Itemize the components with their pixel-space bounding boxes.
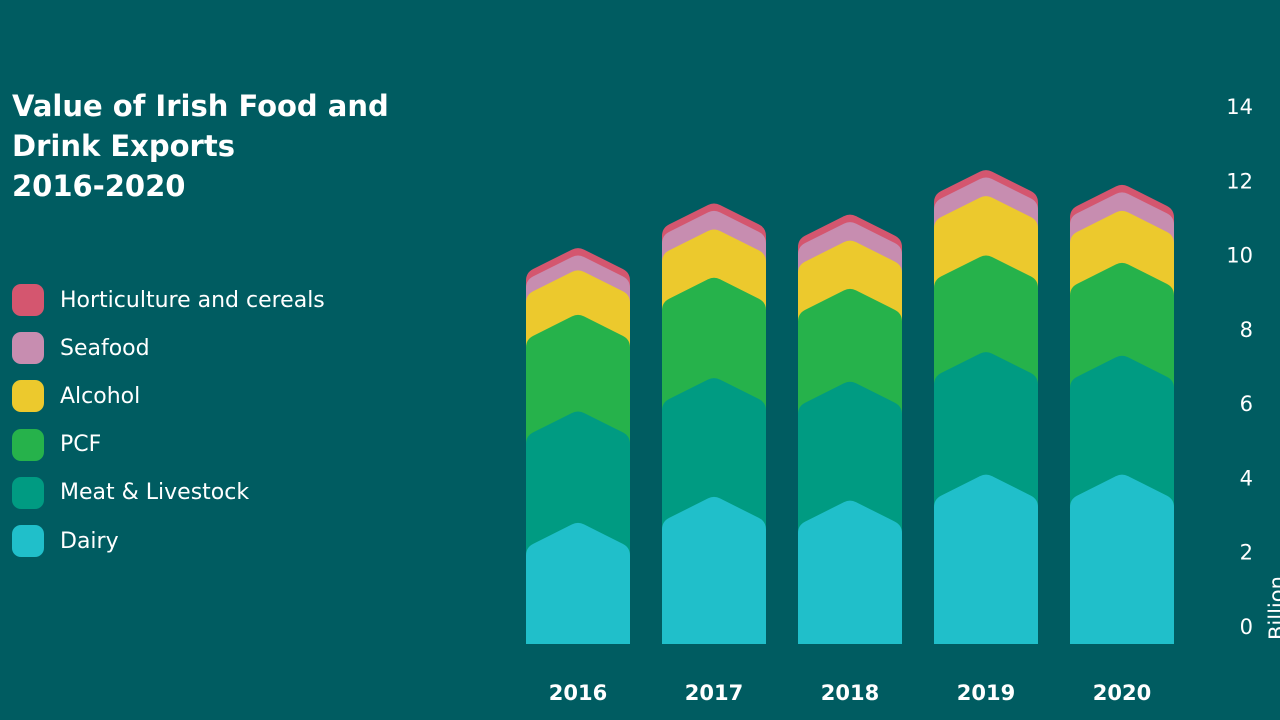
legend-swatch-dairy bbox=[12, 525, 44, 558]
bar-segment-2016-dairy bbox=[526, 522, 630, 644]
legend: Horticulture and cereals Seafood Alcohol PC… bbox=[12, 276, 325, 565]
bar-2019 bbox=[934, 170, 1038, 645]
legend-swatch-alcohol bbox=[12, 380, 44, 413]
legend-swatch-seafood bbox=[12, 332, 44, 365]
legend-swatch-pcf bbox=[12, 428, 44, 461]
bars bbox=[526, 170, 1174, 645]
y-axis-unit-label: Billion bbox=[1265, 576, 1280, 640]
legend-label-seafood: Seafood bbox=[60, 335, 150, 361]
legend-label-pcf: PCF bbox=[60, 432, 102, 458]
legend-label-meat-and-livestock: Meat & Livestock bbox=[60, 480, 250, 506]
bar-2018 bbox=[798, 214, 902, 645]
legend-item-seafood: Seafood bbox=[12, 324, 325, 372]
y-tick-label-2: 2 bbox=[1240, 541, 1253, 565]
x-tick-label-2019: 2019 bbox=[957, 681, 1015, 705]
y-tick-label-10: 10 bbox=[1226, 244, 1253, 268]
y-tick-label-6: 6 bbox=[1240, 392, 1253, 416]
x-tick-label-2018: 2018 bbox=[821, 681, 879, 705]
y-tick-label-0: 0 bbox=[1240, 615, 1253, 639]
legend-item-dairy: Dairy bbox=[12, 517, 325, 565]
legend-item-horticulture-and-cereals: Horticulture and cereals bbox=[12, 276, 325, 324]
chart-title-line-3: 2016-2020 bbox=[12, 169, 186, 203]
bar-segment-2018-dairy bbox=[798, 500, 902, 644]
x-tick-label-2017: 2017 bbox=[685, 681, 743, 705]
y-tick-label-14: 14 bbox=[1226, 95, 1253, 119]
chart-title-line-2: Drink Exports bbox=[12, 129, 235, 163]
bar-2016 bbox=[526, 248, 630, 645]
bar-2017 bbox=[662, 203, 766, 644]
chart-title: Value of Irish Food and Drink Exports 20… bbox=[12, 86, 432, 206]
bar-segment-2020-dairy bbox=[1070, 474, 1174, 644]
legend-swatch-meat-and-livestock bbox=[12, 476, 44, 509]
legend-item-meat-and-livestock: Meat & Livestock bbox=[12, 469, 325, 517]
bar-segment-2019-dairy bbox=[934, 474, 1038, 644]
legend-swatch-horticulture-and-cereals bbox=[12, 284, 44, 317]
legend-label-horticulture-and-cereals: Horticulture and cereals bbox=[60, 287, 325, 313]
legend-label-alcohol: Alcohol bbox=[60, 383, 141, 409]
y-tick-label-8: 8 bbox=[1240, 318, 1253, 342]
bar-2020 bbox=[1070, 184, 1174, 644]
legend-item-pcf: PCF bbox=[12, 421, 325, 469]
legend-item-alcohol: Alcohol bbox=[12, 372, 325, 420]
y-tick-label-4: 4 bbox=[1240, 466, 1253, 490]
axis-labels: 0 2 4 6 8 10 12 14 Billion 2016 2017 2018 2019 2020 bbox=[549, 95, 1280, 705]
bar-segment-2017-dairy bbox=[662, 496, 766, 644]
y-tick-label-12: 12 bbox=[1226, 169, 1253, 193]
x-tick-label-2020: 2020 bbox=[1093, 681, 1151, 705]
x-tick-label-2016: 2016 bbox=[549, 681, 607, 705]
legend-label-dairy: Dairy bbox=[60, 528, 119, 554]
chart-title-line-1: Value of Irish Food and bbox=[12, 89, 389, 123]
